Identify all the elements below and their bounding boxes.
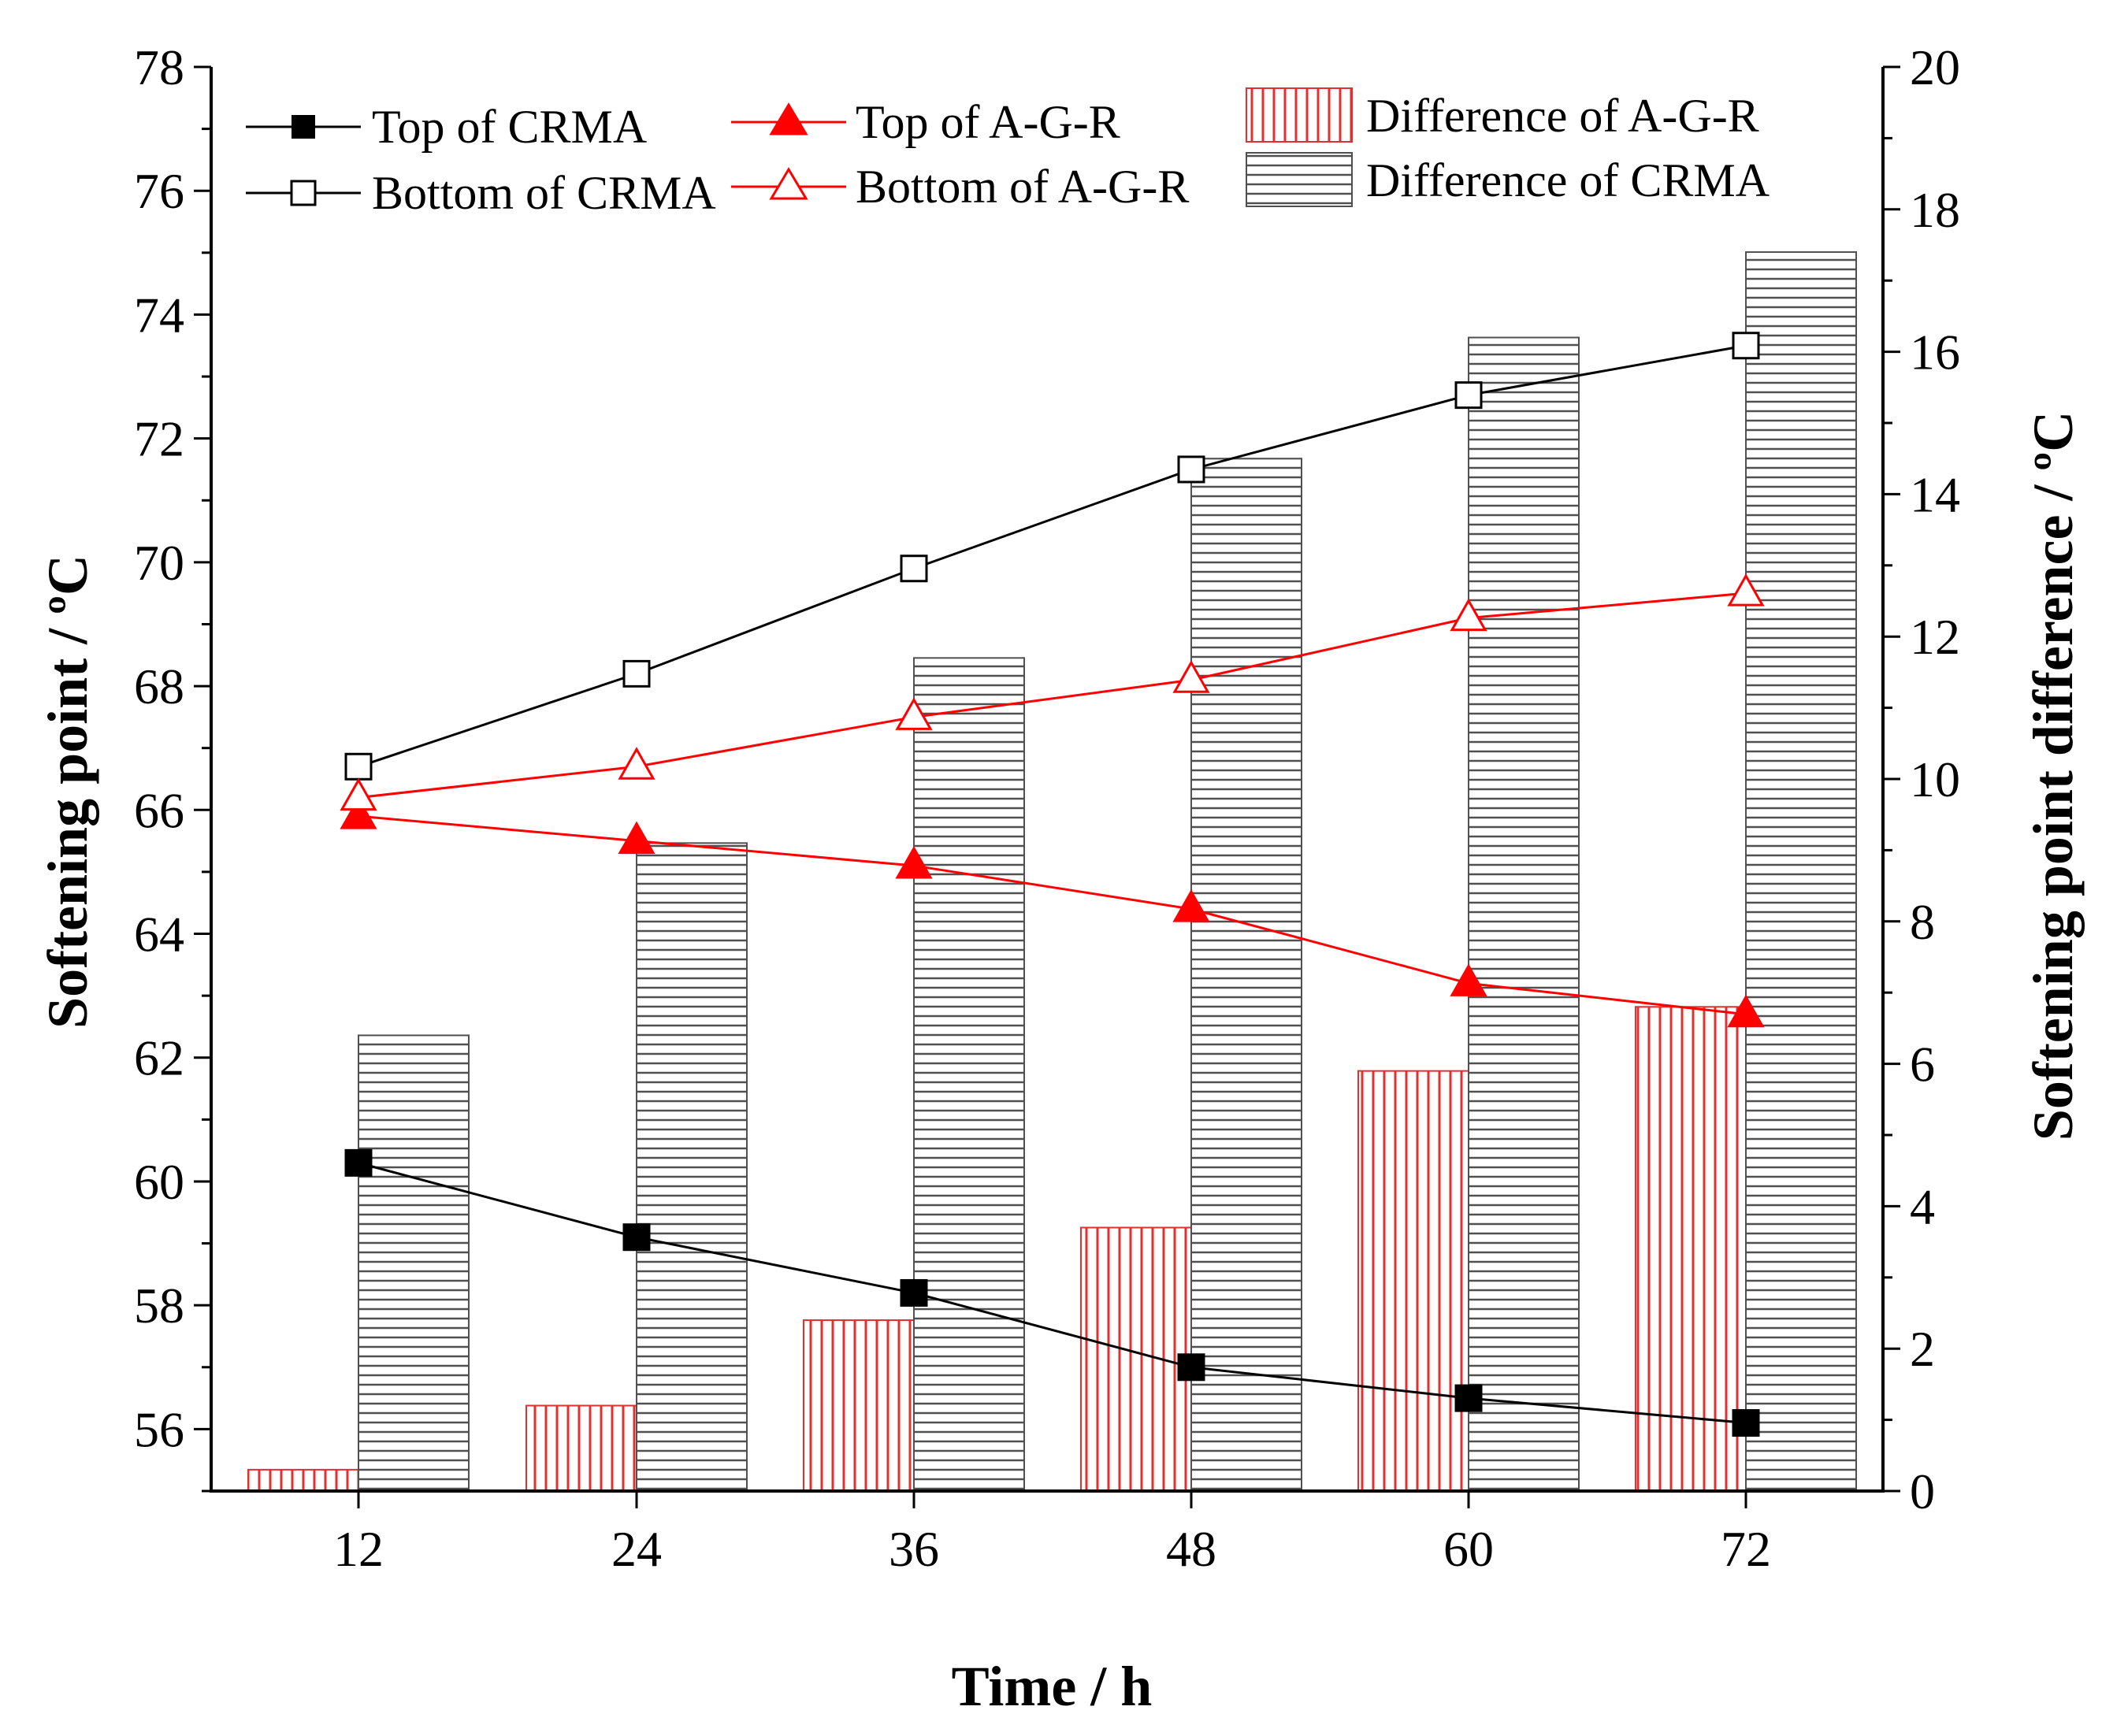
line-bottom-of-a-g-r [358,592,1747,799]
x-tick-label-72: 72 [1721,1521,1771,1577]
point-top-of-crma-36 [900,1278,928,1307]
y2-axis-title: Softening point difference / ºC [2022,411,2085,1141]
point-top-of-crma-60 [1454,1384,1483,1412]
legend-label-top-of-agr: Top of A-G-R [856,96,1120,148]
point-top-of-a-g-r-72 [1727,994,1765,1028]
y2-tick-label-10: 10 [1910,751,1960,807]
x-tick-label-24: 24 [611,1521,662,1577]
y-tick-label-78: 78 [134,39,184,95]
legend-label-difference-of-crma: Difference of CRMA [1366,154,1770,206]
legend-entry-top-of-agr: Top of A-G-R [731,96,1120,148]
y-tick-label-58: 58 [134,1278,184,1334]
y2-tick-label-12: 12 [1910,609,1960,665]
y2-tick-label-8: 8 [1910,894,1935,950]
legend-marker-bottom-of-agr [769,167,808,200]
point-bottom-of-a-g-r-48 [1172,660,1210,693]
point-top-of-a-g-r-12 [340,796,377,829]
legend-marker-top-of-agr [769,102,808,135]
legend-entry-difference-of-agr: Difference of A-G-R [1246,87,1759,143]
x-tick-label-48: 48 [1166,1521,1216,1577]
legend-entry-top-of-crma: Top of CRMA [246,101,647,153]
y2-tick-label-2: 2 [1910,1321,1935,1377]
axes-layer: 5658606264666870727476780246810121416182… [134,39,1960,1577]
y-tick-label-72: 72 [134,411,184,467]
y-axis-title: Softening point / ºC [36,555,99,1029]
bar-difference-of-crma-72 [1745,251,1857,1492]
point-top-of-crma-72 [1732,1409,1760,1437]
legend-marker-bottom-of-crma [290,180,317,206]
point-bottom-of-crma-36 [900,555,928,583]
point-bottom-of-crma-24 [622,659,651,688]
bar-difference-of-a-g-r-12 [247,1468,359,1493]
bar-difference-of-crma-12 [358,1034,470,1492]
bar-difference-of-a-g-r-72 [1635,1006,1747,1492]
point-bottom-of-crma-12 [344,752,373,781]
y-tick-label-56: 56 [134,1401,184,1457]
legend-label-difference-of-agr: Difference of A-G-R [1366,90,1759,142]
y2-tick-label-16: 16 [1910,325,1960,380]
bar-difference-of-a-g-r-24 [526,1404,637,1493]
legend-label-bottom-of-crma: Bottom of CRMA [372,167,716,219]
point-top-of-a-g-r-24 [618,821,655,855]
y-tick-label-60: 60 [134,1154,184,1210]
y2-tick-label-4: 4 [1910,1178,1935,1234]
y-tick-label-68: 68 [134,658,184,714]
legend-label-top-of-crma: Top of CRMA [372,101,647,153]
line-top-of-a-g-r [358,814,1747,1016]
point-bottom-of-a-g-r-24 [618,747,655,780]
legend-swatch-difference-of-agr [1246,87,1353,143]
point-top-of-a-g-r-48 [1172,889,1210,922]
legend: Top of CRMA Bottom of CRMA Top of A-G-R … [246,87,1770,219]
line-bottom-of-crma [358,344,1747,768]
y-tick-label-62: 62 [134,1030,184,1086]
y-tick-label-74: 74 [134,287,184,343]
bar-difference-of-crma-36 [913,657,1025,1493]
y2-tick-label-6: 6 [1910,1037,1935,1092]
point-top-of-a-g-r-60 [1450,963,1487,996]
legend-swatch-difference-of-crma [1246,152,1353,207]
legend-label-bottom-of-agr: Bottom of A-G-R [856,161,1189,213]
x-tick-label-12: 12 [333,1521,384,1577]
point-top-of-crma-48 [1177,1353,1205,1382]
point-bottom-of-crma-72 [1732,332,1760,360]
line-top-of-crma [358,1161,1747,1425]
bar-difference-of-a-g-r-60 [1357,1070,1469,1492]
y-tick-label-64: 64 [134,907,184,963]
bar-difference-of-a-g-r-48 [1080,1226,1192,1493]
bar-difference-of-crma-60 [1468,336,1580,1492]
lines-layer [340,332,1765,1437]
legend-entry-bottom-of-crma: Bottom of CRMA [246,167,716,219]
point-top-of-crma-24 [622,1223,651,1252]
point-bottom-of-crma-48 [1177,455,1205,484]
bar-difference-of-a-g-r-36 [803,1319,915,1493]
x-tick-label-36: 36 [889,1521,939,1577]
bars-layer [247,251,1857,1493]
y2-tick-label-0: 0 [1910,1463,1935,1519]
point-top-of-a-g-r-36 [895,846,933,879]
y2-tick-label-20: 20 [1910,39,1960,95]
legend-marker-top-of-crma [292,115,315,139]
y2-tick-label-14: 14 [1910,466,1960,522]
point-bottom-of-a-g-r-60 [1450,598,1487,632]
legend-entry-bottom-of-agr: Bottom of A-G-R [731,161,1189,213]
y-tick-label-66: 66 [134,782,184,838]
bar-difference-of-crma-24 [636,842,748,1492]
x-axis-title: Time / h [952,1655,1153,1718]
point-top-of-crma-12 [344,1148,373,1177]
bar-difference-of-crma-48 [1190,458,1302,1493]
y2-tick-label-18: 18 [1910,182,1960,238]
y-tick-label-70: 70 [134,535,184,591]
point-bottom-of-a-g-r-72 [1727,573,1765,606]
legend-entry-difference-of-crma: Difference of CRMA [1246,152,1770,207]
point-bottom-of-a-g-r-36 [895,697,933,730]
point-bottom-of-a-g-r-12 [340,777,377,811]
x-tick-label-60: 60 [1443,1521,1494,1577]
point-bottom-of-crma-60 [1454,381,1483,410]
y-tick-label-76: 76 [134,163,184,219]
